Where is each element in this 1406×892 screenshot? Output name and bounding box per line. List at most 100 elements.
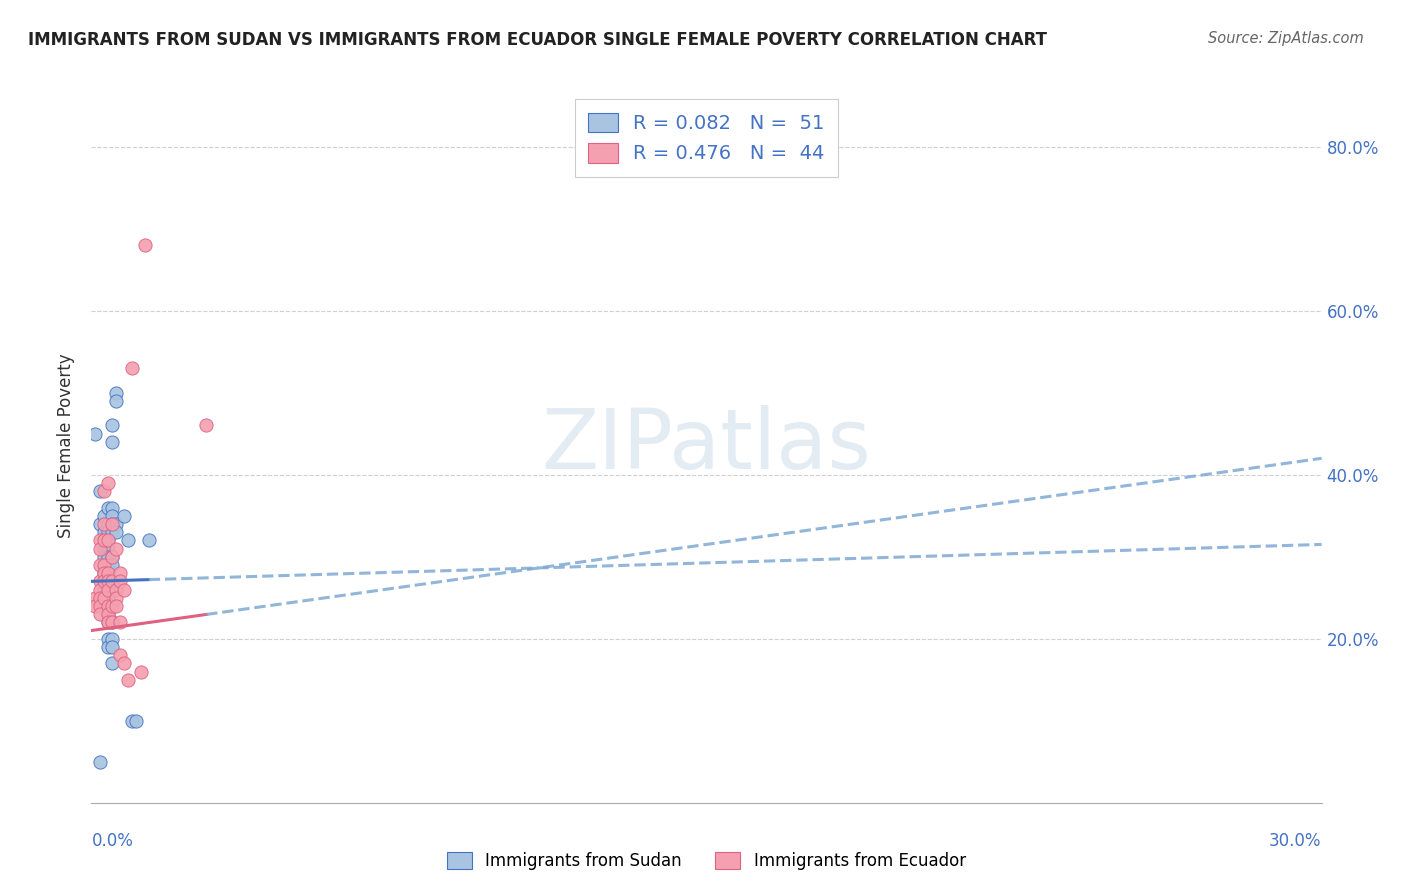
Point: [125, 714, 148, 728]
Point: [101, 574, 124, 589]
Point: [97, 525, 120, 540]
Point: [89, 607, 111, 622]
Point: [97, 632, 120, 646]
Point: [112, 657, 135, 671]
Point: [93, 566, 115, 581]
Point: [105, 582, 127, 597]
Point: [93, 574, 115, 589]
Point: [105, 599, 127, 613]
Point: [108, 648, 131, 662]
Point: [89, 582, 111, 597]
Point: [93, 574, 115, 589]
Point: [105, 385, 127, 400]
Point: [93, 533, 115, 548]
Point: [89, 755, 111, 769]
Point: [97, 500, 120, 515]
Point: [89, 574, 111, 589]
Point: [101, 549, 124, 564]
Point: [97, 599, 120, 613]
Legend: R = 0.082   N =  51, R = 0.476   N =  44: R = 0.082 N = 51, R = 0.476 N = 44: [575, 99, 838, 177]
Point: [93, 541, 115, 556]
Point: [93, 549, 115, 564]
Point: [97, 607, 120, 622]
Point: [101, 434, 124, 449]
Point: [89, 516, 111, 531]
Point: [108, 574, 131, 589]
Point: [93, 591, 115, 605]
Point: [134, 238, 156, 252]
Point: [97, 582, 120, 597]
Point: [101, 500, 124, 515]
Point: [97, 640, 120, 654]
Point: [97, 574, 120, 589]
Point: [97, 591, 120, 605]
Point: [97, 549, 120, 564]
Point: [97, 475, 120, 490]
Point: [121, 714, 143, 728]
Point: [108, 615, 131, 630]
Point: [93, 484, 115, 499]
Text: ZIPatlas: ZIPatlas: [541, 406, 872, 486]
Point: [97, 607, 120, 622]
Point: [97, 574, 120, 589]
Point: [97, 516, 120, 531]
Point: [93, 533, 115, 548]
Point: [93, 591, 115, 605]
Point: [101, 508, 124, 523]
Point: [93, 508, 115, 523]
Point: [105, 525, 127, 540]
Point: [105, 393, 127, 408]
Point: [93, 566, 115, 581]
Point: [93, 558, 115, 572]
Point: [97, 533, 120, 548]
Point: [89, 484, 111, 499]
Point: [105, 591, 127, 605]
Point: [105, 541, 127, 556]
Point: [84, 599, 107, 613]
Point: [101, 516, 124, 531]
Point: [112, 582, 135, 597]
Point: [97, 582, 120, 597]
Point: [101, 632, 124, 646]
Point: [101, 615, 124, 630]
Point: [101, 558, 124, 572]
Point: [93, 525, 115, 540]
Point: [117, 673, 139, 687]
Point: [101, 418, 124, 433]
Point: [105, 516, 127, 531]
Point: [84, 591, 107, 605]
Point: [101, 599, 124, 613]
Text: 30.0%: 30.0%: [1270, 832, 1322, 850]
Point: [97, 558, 120, 572]
Point: [112, 508, 135, 523]
Point: [97, 615, 120, 630]
Point: [121, 361, 143, 376]
Point: [101, 615, 124, 630]
Point: [97, 615, 120, 630]
Point: [93, 582, 115, 597]
Point: [97, 599, 120, 613]
Point: [101, 516, 124, 531]
Point: [93, 516, 115, 531]
Text: Source: ZipAtlas.com: Source: ZipAtlas.com: [1208, 31, 1364, 46]
Point: [117, 533, 139, 548]
Y-axis label: Single Female Poverty: Single Female Poverty: [58, 354, 76, 538]
Point: [129, 665, 152, 679]
Point: [89, 533, 111, 548]
Point: [138, 533, 160, 548]
Point: [97, 566, 120, 581]
Text: 0.0%: 0.0%: [91, 832, 134, 850]
Point: [89, 591, 111, 605]
Point: [97, 541, 120, 556]
Point: [89, 541, 111, 556]
Point: [101, 549, 124, 564]
Point: [84, 426, 107, 441]
Point: [101, 574, 124, 589]
Point: [97, 566, 120, 581]
Point: [101, 657, 124, 671]
Point: [97, 533, 120, 548]
Point: [101, 640, 124, 654]
Point: [89, 599, 111, 613]
Point: [89, 558, 111, 572]
Text: IMMIGRANTS FROM SUDAN VS IMMIGRANTS FROM ECUADOR SINGLE FEMALE POVERTY CORRELATI: IMMIGRANTS FROM SUDAN VS IMMIGRANTS FROM…: [28, 31, 1047, 49]
